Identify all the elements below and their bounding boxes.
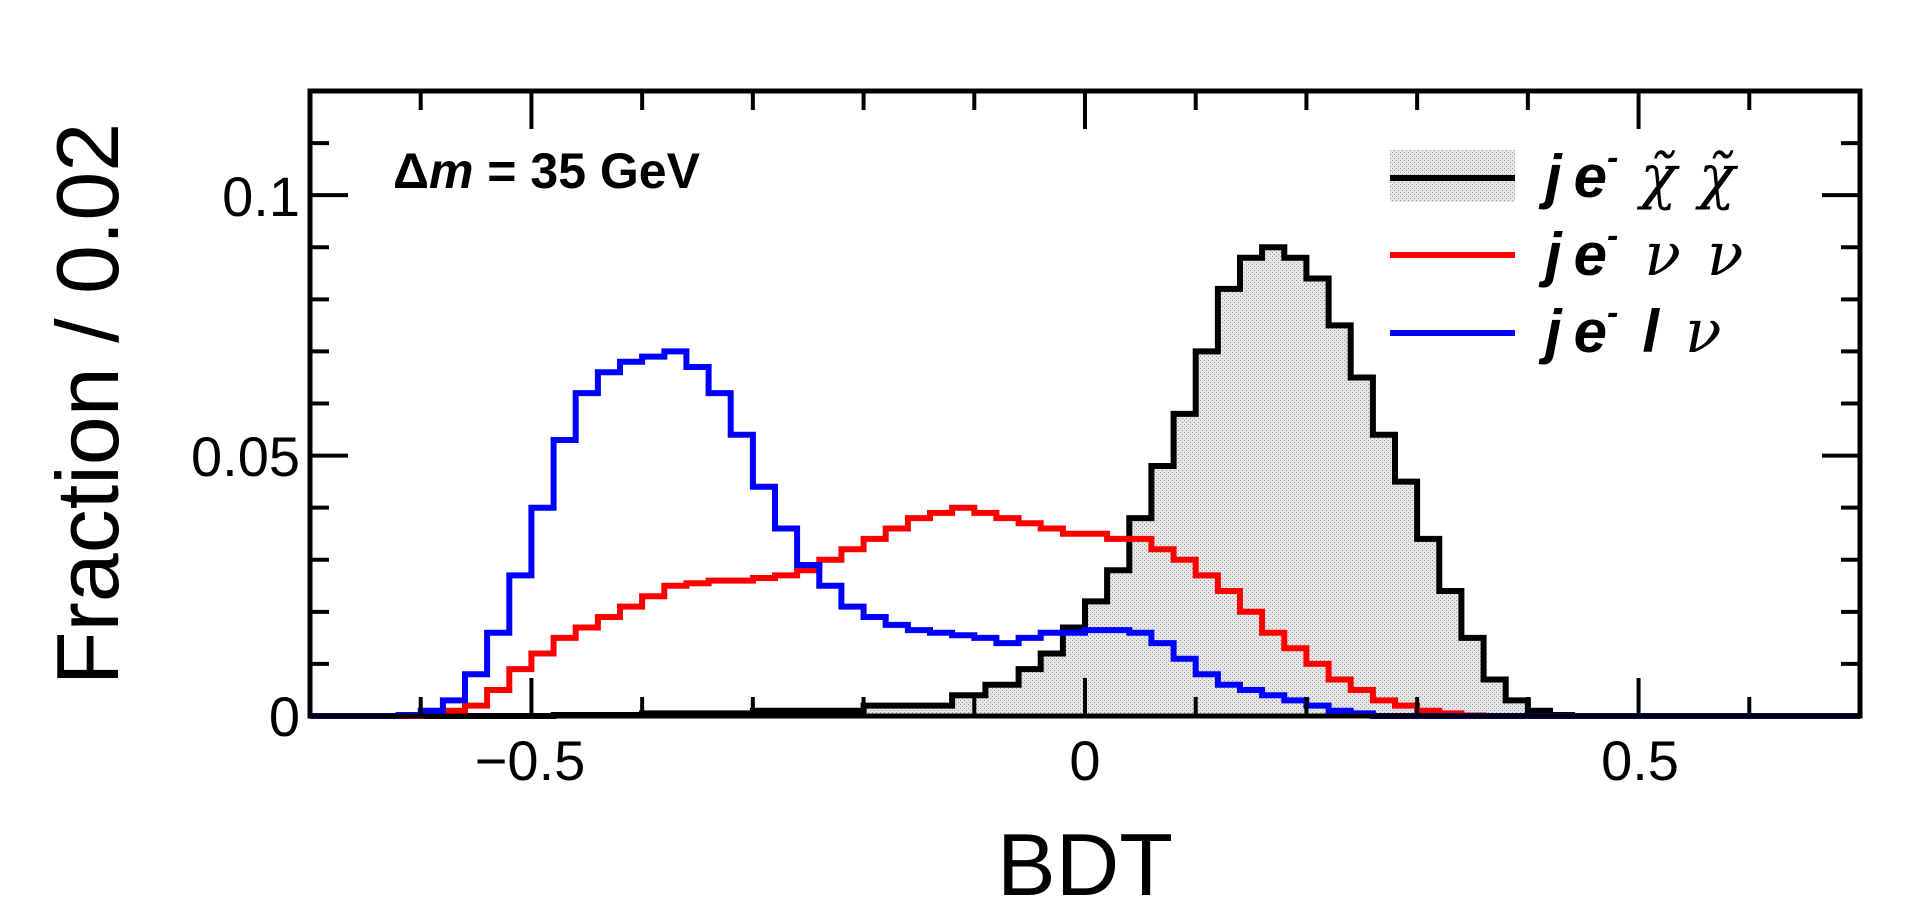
y-axis-title: Fraction / 0.02 [38, 123, 137, 686]
legend-e: e [1574, 298, 1607, 365]
legend-entry-nunu: j e-ν ν [1390, 217, 1743, 290]
legend-label-nunu: j e-ν ν [1538, 217, 1743, 290]
y-tick-label: 0 [269, 685, 300, 748]
legend-particle-2: ν [1685, 297, 1721, 367]
legend-particle-1: l [1642, 298, 1660, 365]
legend-particle-1: χ̃ [1636, 142, 1680, 212]
series-line-background_nunu [310, 504, 1860, 719]
delta-m-annotation: Δm = 35 GeV [393, 143, 701, 199]
y-tick-label: 0.05 [191, 425, 300, 488]
x-tick-label: 0.5 [1601, 729, 1679, 792]
x-axis-title: BDT [997, 815, 1173, 909]
legend-particle-2: χ̃ [1695, 142, 1739, 212]
x-tick-label: 0 [1069, 729, 1100, 792]
annotation-var: m [429, 143, 473, 199]
x-tick-label: −0.5 [475, 729, 586, 792]
series-line-background_lnu [310, 348, 1860, 719]
annotation-value: = 35 GeV [473, 143, 700, 199]
legend-sup: - [1607, 294, 1618, 332]
legend-particle-2: ν [1707, 220, 1743, 290]
legend-e: e [1574, 221, 1607, 288]
annotation-delta: Δ [393, 143, 429, 199]
legend-sup: - [1607, 139, 1618, 177]
y-tick-label: 0.1 [222, 165, 300, 228]
tick-layer [308, 89, 1862, 718]
series-line-signal [310, 244, 1860, 719]
legend-sup: - [1607, 217, 1618, 255]
legend-e: e [1574, 143, 1607, 210]
legend-particle-1: ν [1644, 220, 1680, 290]
series-layer [310, 244, 1860, 719]
